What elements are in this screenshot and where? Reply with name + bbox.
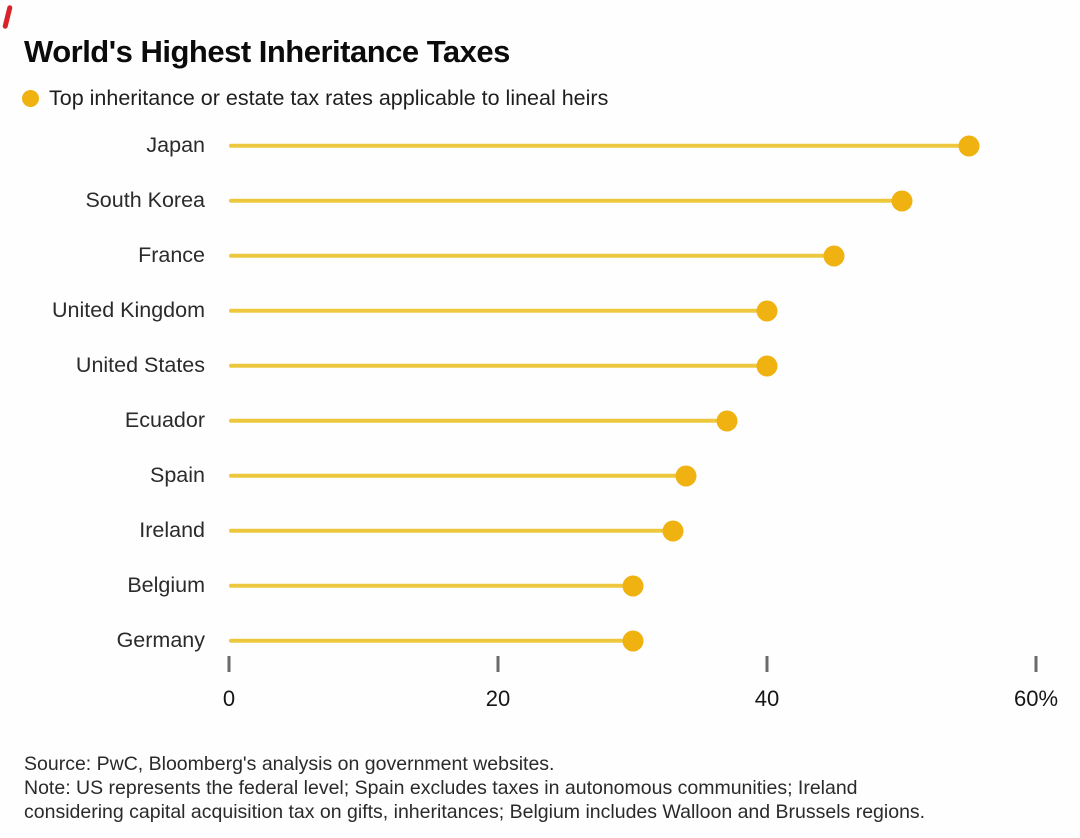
row-label: South Korea <box>85 188 205 212</box>
chart-row: South Korea <box>0 173 1080 228</box>
chart-row: Ireland <box>0 503 1080 558</box>
lollipop-stem <box>229 638 633 643</box>
axis-tick <box>765 656 769 672</box>
row-label: Ireland <box>139 518 205 542</box>
chart-row: United States <box>0 338 1080 393</box>
lollipop-stem <box>229 363 767 368</box>
lollipop-stem <box>229 253 835 258</box>
row-label: France <box>138 243 205 267</box>
row-label: Spain <box>150 463 205 487</box>
value-dot <box>716 410 738 431</box>
row-track <box>229 244 1036 268</box>
axis-tick-label: 60% <box>1013 686 1059 711</box>
chart-title: World's Highest Inheritance Taxes <box>24 34 510 69</box>
row-label: Germany <box>116 628 205 652</box>
lollipop-stem <box>229 528 673 533</box>
x-axis: 0 20 40 60% <box>223 656 1058 726</box>
row-track <box>229 299 1036 323</box>
value-dot <box>958 135 980 156</box>
axis-tick <box>496 656 500 672</box>
row-track <box>229 354 1036 378</box>
chart-row: Germany <box>0 613 1080 668</box>
row-track <box>229 629 1036 653</box>
row-track <box>229 189 1036 213</box>
axis-tick-label: 20 <box>485 686 511 711</box>
axis-tick <box>227 656 231 672</box>
footnotes: Source: PwC, Bloomberg's analysis on gov… <box>24 752 1074 824</box>
source-line: Source: PwC, Bloomberg's analysis on gov… <box>24 753 555 775</box>
row-track <box>229 409 1036 433</box>
value-dot <box>622 630 643 651</box>
axis-tick <box>1034 656 1038 672</box>
red-mark-icon <box>2 4 13 30</box>
chart-row: France <box>0 228 1080 283</box>
row-track <box>229 574 1036 598</box>
axis-tick-label: 40 <box>754 686 780 711</box>
row-label: United Kingdom <box>52 298 205 322</box>
row-track <box>229 464 1036 488</box>
row-label: Belgium <box>127 573 205 597</box>
chart-rows: Japan South Korea France United Kingdom Unit… <box>0 118 1080 668</box>
lollipop-stem <box>229 143 969 148</box>
value-dot <box>891 190 912 211</box>
value-dot <box>622 575 643 596</box>
value-dot <box>675 465 697 486</box>
row-track <box>229 134 1036 158</box>
row-label: Japan <box>146 133 205 157</box>
note-line-1: Note: US represents the federal level; S… <box>24 777 858 799</box>
row-track <box>229 519 1036 543</box>
row-label: Ecuador <box>124 408 205 432</box>
legend-label: Top inheritance or estate tax rates appl… <box>49 86 609 110</box>
chart-row: United Kingdom <box>0 283 1080 338</box>
lollipop-stem <box>229 198 902 203</box>
axis-tick-label: 0 <box>222 686 236 711</box>
lollipop-stem <box>229 583 633 588</box>
value-dot <box>823 245 845 266</box>
row-label: United States <box>75 353 205 377</box>
lollipop-stem <box>229 473 687 478</box>
value-dot <box>662 520 684 541</box>
chart-legend: Top inheritance or estate tax rates appl… <box>22 86 608 111</box>
value-dot <box>756 300 778 321</box>
note-line-2: considering capital acquisition tax on g… <box>24 801 926 823</box>
value-dot <box>756 355 778 376</box>
legend-dot-icon <box>22 90 39 107</box>
chart-row: Spain <box>0 448 1080 503</box>
lollipop-stem <box>229 308 767 313</box>
chart-row: Belgium <box>0 558 1080 613</box>
lollipop-stem <box>229 418 727 423</box>
chart-row: Japan <box>0 118 1080 173</box>
chart-row: Ecuador <box>0 393 1080 448</box>
